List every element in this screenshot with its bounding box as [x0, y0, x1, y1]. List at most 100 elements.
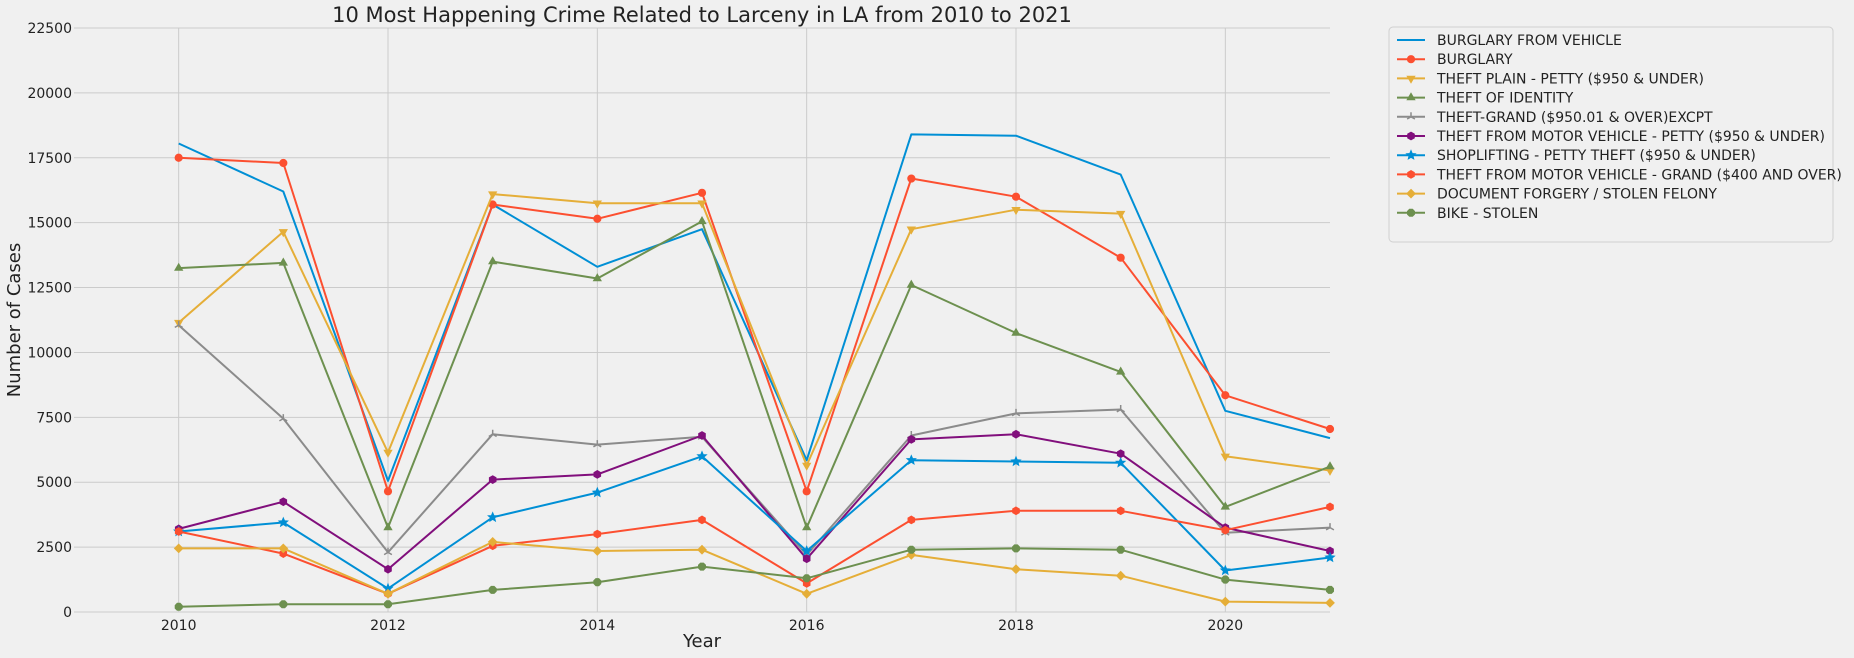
x-tick-label: 2012: [370, 618, 406, 634]
legend-label: THEFT-GRAND ($950.01 & OVER)EXCPT: [1436, 110, 1713, 126]
data-point: [593, 529, 602, 539]
data-point: [1406, 55, 1416, 64]
data-point: [802, 554, 811, 564]
legend-item: THEFT-GRAND ($950.01 & OVER)EXCPT: [1397, 110, 1713, 126]
data-point: [278, 257, 288, 266]
x-tick-label: 2020: [1208, 618, 1244, 634]
x-tick-label: 2010: [161, 618, 197, 634]
data-point: [698, 431, 706, 440]
series-10: [174, 544, 1334, 611]
data-point: [801, 545, 813, 556]
data-point: [383, 449, 393, 458]
data-point: [1116, 506, 1125, 516]
legend-label: BURGLARY: [1437, 52, 1513, 68]
data-point: [1407, 170, 1415, 179]
data-point: [383, 588, 393, 599]
data-point: [1116, 210, 1126, 220]
data-point: [696, 450, 708, 462]
data-point: [1407, 208, 1415, 217]
series-line: [178, 156, 1331, 493]
y-tick-label: 7500: [36, 410, 72, 426]
data-point: [593, 440, 602, 448]
data-point: [279, 549, 288, 558]
data-point: [1406, 188, 1416, 199]
x-tick-label: 2014: [580, 618, 616, 634]
data-point: [1010, 455, 1022, 467]
data-point: [277, 516, 289, 528]
y-tick-label: 22500: [27, 21, 72, 37]
x-tick-label: 2016: [789, 618, 825, 634]
y-tick-label: 12500: [27, 281, 72, 297]
data-point: [697, 544, 707, 555]
data-point: [1011, 207, 1021, 216]
data-point: [1011, 408, 1021, 417]
data-point: [1011, 192, 1021, 201]
data-point: [802, 574, 811, 583]
data-point: [1220, 501, 1230, 510]
legend-label: THEFT PLAIN - PETTY ($950 & UNDER): [1436, 71, 1704, 87]
data-point: [174, 527, 183, 536]
data-point: [1326, 585, 1334, 594]
legend-label: THEFT FROM MOTOR VEHICLE - PETTY ($950 &…: [1436, 129, 1825, 145]
data-point: [906, 226, 916, 235]
series-4: [174, 215, 1335, 531]
data-point: [1115, 570, 1126, 581]
series-line: [178, 193, 1331, 472]
data-point: [1326, 502, 1334, 512]
data-point: [278, 543, 289, 554]
legend-item: THEFT FROM MOTOR VEHICLE - GRAND ($400 A…: [1397, 167, 1842, 183]
data-point: [1011, 327, 1021, 336]
data-point: [593, 578, 602, 587]
data-point: [383, 547, 393, 556]
data-point: [1221, 391, 1230, 400]
data-point: [1012, 506, 1020, 516]
data-point: [488, 475, 497, 484]
data-point: [907, 545, 916, 554]
data-point: [1116, 404, 1125, 413]
data-point: [592, 200, 602, 209]
legend: BURGLARY FROM VEHICLE BURGLARY THEFT PLAIN…: [1388, 26, 1842, 243]
data-point: [174, 602, 183, 611]
data-point: [384, 600, 392, 609]
data-point: [279, 158, 288, 168]
y-tick-label: 17500: [27, 151, 72, 167]
data-point: [802, 462, 812, 471]
data-point: [1116, 449, 1125, 459]
data-point: [801, 588, 812, 599]
legend-label: BIKE - STOLEN: [1437, 206, 1538, 222]
data-point: [1116, 366, 1126, 375]
data-point: [1406, 92, 1416, 101]
data-point: [906, 279, 916, 288]
data-point: [697, 200, 707, 209]
data-point: [1220, 596, 1231, 607]
data-point: [1116, 253, 1125, 262]
data-point: [1219, 564, 1231, 576]
data-point: [1325, 597, 1335, 608]
data-point: [905, 454, 917, 465]
data-point: [907, 515, 916, 525]
data-point: [698, 515, 706, 525]
data-point: [907, 174, 916, 183]
data-point: [1221, 525, 1230, 535]
data-point: [487, 511, 499, 523]
series-6: [174, 429, 1334, 574]
series-line: [178, 220, 1331, 529]
data-point: [697, 188, 707, 197]
data-point: [697, 215, 707, 225]
data-point: [488, 191, 498, 200]
data-point: [383, 522, 393, 531]
data-point: [1220, 453, 1230, 462]
legend-item: BURGLARY: [1397, 52, 1513, 68]
data-point: [1325, 523, 1335, 531]
data-point: [383, 487, 393, 496]
y-tick-label: 0: [63, 605, 72, 621]
data-point: [906, 549, 917, 560]
y-tick-label: 20000: [27, 86, 72, 102]
legend-item: BURGLARY FROM VEHICLE: [1397, 33, 1622, 49]
legend-label: DOCUMENT FORGERY / STOLEN FELONY: [1437, 187, 1717, 203]
data-point: [279, 600, 288, 609]
data-point: [802, 522, 812, 531]
data-point: [1011, 564, 1021, 575]
legend-item: DOCUMENT FORGERY / STOLEN FELONY: [1397, 187, 1717, 203]
data-point: [488, 256, 498, 265]
